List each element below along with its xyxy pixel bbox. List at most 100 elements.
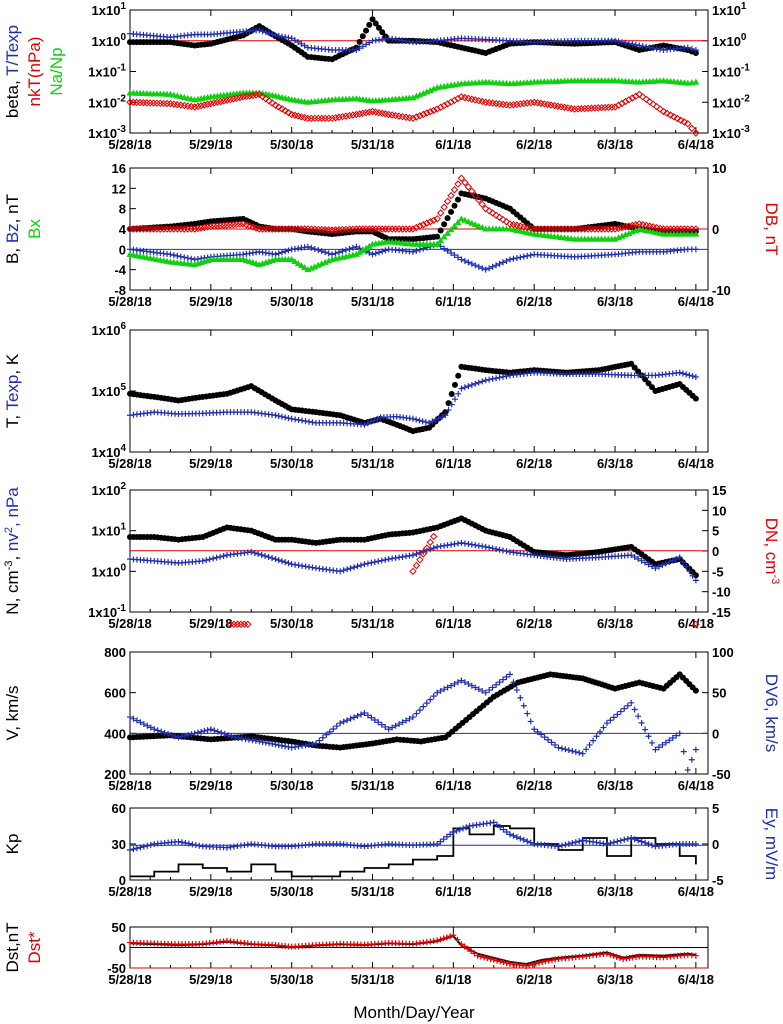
data-point	[503, 548, 510, 555]
data-point	[330, 725, 337, 732]
data-point	[190, 225, 199, 233]
data-point	[216, 221, 225, 230]
y-tick-label-base: 1x10	[92, 445, 121, 460]
y-tick-label-exponent: -2	[117, 93, 126, 104]
y-right-tick-label-base: 15	[712, 483, 726, 498]
y-axis-label: T, Texp, K	[3, 353, 22, 428]
data-point	[262, 29, 269, 36]
y-right-tick-label-base: 10	[712, 503, 726, 518]
data-point	[381, 225, 390, 233]
data-point	[493, 546, 500, 553]
data-point	[516, 100, 525, 108]
data-point	[436, 209, 445, 217]
data-point	[275, 412, 282, 419]
data-point	[190, 103, 199, 111]
y-tick-label-exponent: -1	[117, 63, 126, 74]
data-point	[378, 557, 385, 564]
data-point	[503, 829, 510, 835]
date-tick-label: 5/31/18	[351, 778, 394, 793]
y-tick-label-base: -8	[114, 283, 126, 298]
data-point	[604, 103, 613, 112]
data-point	[353, 243, 360, 250]
data-point	[430, 106, 438, 115]
data-point	[479, 265, 486, 272]
series-blue	[127, 539, 699, 584]
data-point	[282, 414, 289, 421]
data-point	[437, 936, 444, 943]
data-point	[510, 832, 517, 839]
data-point	[269, 31, 276, 38]
y-tick-label-base: 30	[112, 837, 126, 852]
y-tick-label-base: 12	[112, 181, 126, 196]
data-point	[349, 244, 356, 251]
data-point	[217, 553, 224, 560]
y-tick-label: 1x106	[92, 321, 127, 338]
data-point	[361, 710, 368, 716]
data-point	[679, 558, 686, 565]
data-point	[572, 839, 579, 846]
data-point	[686, 568, 693, 575]
data-point	[635, 555, 642, 562]
data-point	[369, 16, 376, 23]
data-point	[275, 225, 283, 233]
data-point	[465, 383, 472, 390]
data-point	[419, 550, 428, 558]
y-right-tick-label-base: 5	[712, 801, 719, 816]
series-black	[127, 671, 699, 751]
data-point	[617, 708, 624, 715]
y-tick-label-base: 1x10	[88, 605, 117, 620]
data-point	[631, 836, 638, 843]
data-point	[614, 838, 621, 845]
data-point	[436, 103, 445, 112]
data-point	[266, 740, 273, 747]
data-point	[419, 110, 428, 119]
data-point	[673, 114, 682, 123]
data-point	[352, 225, 361, 233]
data-point	[439, 413, 446, 420]
data-point	[500, 373, 507, 380]
data-point	[315, 247, 322, 254]
data-point	[413, 550, 420, 557]
y-tick-label-exponent: 0	[120, 562, 126, 573]
date-tick-label: 5/30/18	[270, 616, 313, 631]
data-point	[486, 265, 493, 272]
plot-frame	[129, 9, 709, 134]
data-point	[336, 249, 343, 256]
date-tick-label: 5/31/18	[351, 884, 394, 899]
data-point	[288, 256, 296, 262]
data-point	[259, 28, 266, 35]
data-point	[427, 696, 434, 703]
date-tick-label: 5/28/18	[108, 456, 151, 471]
data-point	[628, 221, 637, 230]
data-point	[584, 104, 592, 113]
data-point	[484, 955, 491, 962]
data-point	[378, 721, 385, 728]
y-right-tick-label-base: 100	[712, 645, 734, 660]
data-point	[258, 551, 265, 558]
y-axis-label-part: N, cm	[3, 570, 22, 614]
y-tick-label: 1x10-1	[88, 603, 126, 620]
data-point	[406, 715, 413, 722]
data-point	[308, 244, 315, 251]
data-point	[351, 564, 358, 571]
data-point	[372, 250, 379, 257]
data-point	[338, 112, 347, 121]
data-point	[201, 727, 208, 734]
y-tick-label-base: 0	[119, 242, 126, 257]
y-axis-label-part: Dst,nT	[3, 922, 22, 972]
data-point	[194, 224, 202, 233]
data-point	[631, 554, 638, 561]
y-right-tick-label: 10	[712, 161, 726, 176]
data-point	[434, 937, 441, 944]
data-point	[368, 714, 375, 721]
data-point	[692, 78, 700, 85]
data-point	[366, 249, 373, 256]
data-point	[593, 733, 600, 740]
y-tick-label: -4	[114, 263, 126, 278]
y-right-axis-label-part: DV6, km/s	[762, 674, 781, 752]
data-point	[194, 729, 201, 736]
data-point	[351, 714, 358, 721]
data-point	[226, 221, 234, 229]
data-point	[409, 552, 416, 559]
data-point	[245, 92, 254, 100]
